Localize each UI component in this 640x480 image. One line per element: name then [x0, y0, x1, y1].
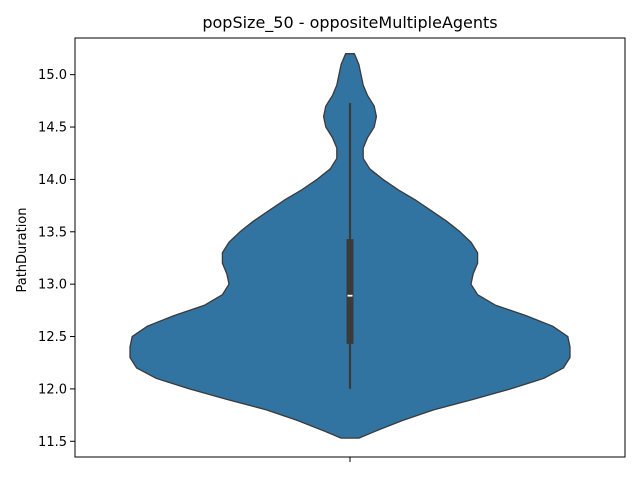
y-tick-label: 12.0: [38, 382, 67, 397]
violin-iqr-box: [346, 239, 354, 344]
chart-title: popSize_50 - oppositeMultipleAgents: [202, 13, 497, 33]
y-tick-label: 13.5: [38, 225, 67, 240]
y-tick-label: 11.5: [38, 435, 67, 450]
y-tick-label: 15.0: [38, 68, 67, 83]
y-axis: 11.5 12.0 12.5 13.0 13.5 14.0 14.5 15.0: [38, 68, 75, 450]
y-tick-label: 13.0: [38, 278, 67, 293]
y-tick-label: 12.5: [38, 330, 67, 345]
y-axis-title: PathDuration: [15, 207, 30, 292]
y-tick-label: 14.0: [38, 173, 67, 188]
y-tick-label: 14.5: [38, 121, 67, 136]
